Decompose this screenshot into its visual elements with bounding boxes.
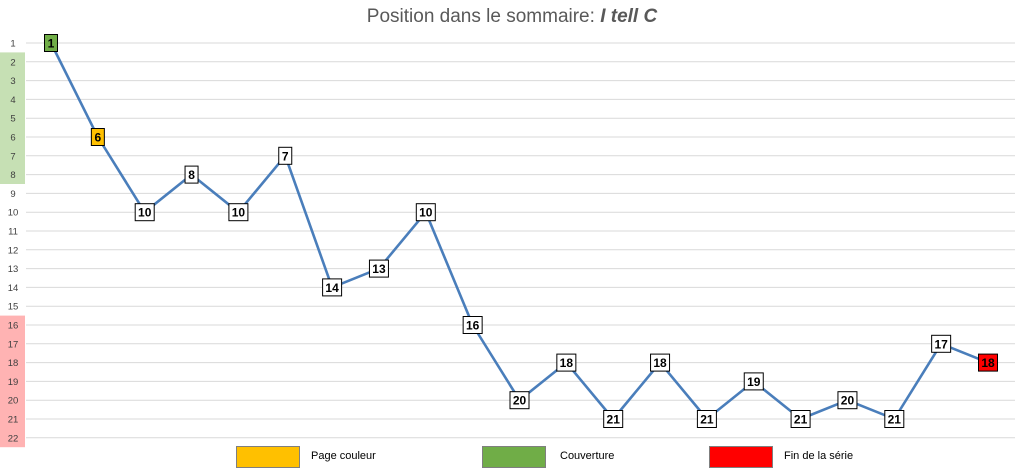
legend-label-fin: Fin de la série — [784, 450, 854, 462]
y-tick-label-17: 17 — [8, 339, 19, 350]
data-point-14: 18 — [650, 353, 671, 372]
data-point-3: 10 — [134, 203, 155, 222]
data-point-box-8 — [368, 259, 389, 278]
data-point-6: 7 — [278, 146, 293, 165]
data-label-13: 21 — [607, 413, 621, 427]
data-point-box-16 — [743, 372, 764, 391]
data-point-box-14 — [650, 353, 671, 372]
data-point-box-2 — [90, 128, 105, 146]
data-point-box-7 — [322, 278, 343, 297]
data-label-8: 13 — [372, 262, 386, 276]
data-point-12: 18 — [556, 353, 577, 372]
y-tick-label-18: 18 — [8, 358, 19, 369]
data-point-box-9 — [415, 203, 436, 222]
data-label-9: 10 — [419, 206, 433, 220]
y-tick-label-4: 4 — [10, 95, 15, 106]
data-point-21: 18 — [978, 353, 998, 372]
y-tick-label-21: 21 — [8, 415, 19, 426]
data-label-21: 18 — [981, 356, 995, 370]
y-tick-label-19: 19 — [8, 377, 19, 388]
data-point-box-6 — [278, 146, 293, 165]
data-label-11: 20 — [513, 394, 527, 408]
data-point-box-4 — [184, 165, 199, 184]
data-point-box-12 — [556, 353, 577, 372]
data-label-5: 10 — [232, 206, 246, 220]
y-band-1 — [0, 52, 25, 185]
y-tick-label-10: 10 — [8, 208, 19, 219]
data-label-18: 20 — [841, 394, 855, 408]
data-point-13: 21 — [603, 410, 624, 428]
data-point-box-21 — [978, 353, 998, 372]
data-point-10: 16 — [462, 316, 483, 334]
data-label-3: 10 — [138, 206, 152, 220]
data-point-box-13 — [603, 410, 624, 428]
data-label-15: 21 — [700, 413, 714, 427]
y-tick-label-1: 1 — [10, 39, 15, 50]
data-point-box-5 — [228, 203, 249, 222]
data-point-7: 14 — [322, 278, 343, 297]
y-tick-label-13: 13 — [8, 264, 19, 275]
data-point-box-10 — [462, 316, 483, 334]
y-tick-label-11: 11 — [8, 227, 18, 238]
data-label-6: 7 — [282, 149, 289, 163]
y-tick-label-9: 9 — [10, 189, 15, 200]
data-label-16: 19 — [747, 375, 761, 389]
data-point-1: 1 — [44, 34, 58, 52]
data-label-17: 21 — [794, 413, 808, 427]
data-label-20: 17 — [934, 337, 948, 351]
data-label-1: 1 — [48, 37, 55, 51]
legend-label-page-couleur: Page couleur — [311, 450, 376, 462]
data-point-8: 13 — [368, 259, 389, 278]
y-tick-label-16: 16 — [8, 321, 19, 332]
legend-swatch-page-couleur — [236, 446, 300, 468]
data-point-box-1 — [44, 34, 58, 52]
y-tick-label-22: 22 — [8, 433, 19, 444]
data-point-18: 20 — [837, 391, 858, 410]
data-label-14: 18 — [653, 356, 667, 370]
data-label-4: 8 — [188, 168, 195, 182]
data-point-box-20 — [931, 334, 952, 353]
data-point-box-11 — [509, 391, 530, 410]
y-tick-label-8: 8 — [10, 170, 15, 181]
data-point-17: 21 — [790, 410, 811, 428]
y-tick-label-5: 5 — [10, 114, 15, 125]
data-point-2: 6 — [90, 128, 105, 146]
data-label-2: 6 — [95, 131, 102, 145]
data-point-box-19 — [884, 410, 905, 428]
data-point-9: 10 — [415, 203, 436, 222]
data-label-10: 16 — [466, 319, 480, 333]
data-label-12: 18 — [560, 356, 574, 370]
legend-label-couverture: Couverture — [560, 450, 615, 462]
data-point-box-18 — [837, 391, 858, 410]
chart-title: Position dans le sommaire: I tell C — [0, 6, 1024, 28]
data-point-4: 8 — [184, 165, 199, 184]
data-point-5: 10 — [228, 203, 249, 222]
data-point-box-3 — [134, 203, 155, 222]
y-tick-label-14: 14 — [8, 283, 19, 294]
chart-title-prefix: Position dans le sommaire: — [366, 6, 601, 27]
y-band-2 — [0, 315, 25, 448]
data-label-19: 21 — [888, 413, 902, 427]
y-tick-label-6: 6 — [10, 133, 15, 144]
y-tick-label-7: 7 — [10, 151, 15, 162]
data-point-11: 20 — [509, 391, 530, 410]
data-point-20: 17 — [931, 334, 952, 353]
data-label-7: 14 — [325, 281, 339, 295]
data-point-box-15 — [696, 410, 717, 428]
data-point-16: 19 — [743, 372, 764, 391]
legend-swatch-fin — [709, 446, 773, 468]
data-point-box-17 — [790, 410, 811, 428]
data-point-19: 21 — [884, 410, 905, 428]
y-tick-label-20: 20 — [8, 396, 19, 407]
y-tick-label-12: 12 — [8, 245, 19, 256]
chart-title-series: I tell C — [600, 6, 658, 27]
y-tick-label-2: 2 — [10, 57, 15, 68]
y-tick-label-15: 15 — [8, 302, 19, 313]
data-point-15: 21 — [696, 410, 717, 428]
y-tick-label-3: 3 — [10, 76, 15, 87]
legend-swatch-couverture — [482, 446, 546, 468]
